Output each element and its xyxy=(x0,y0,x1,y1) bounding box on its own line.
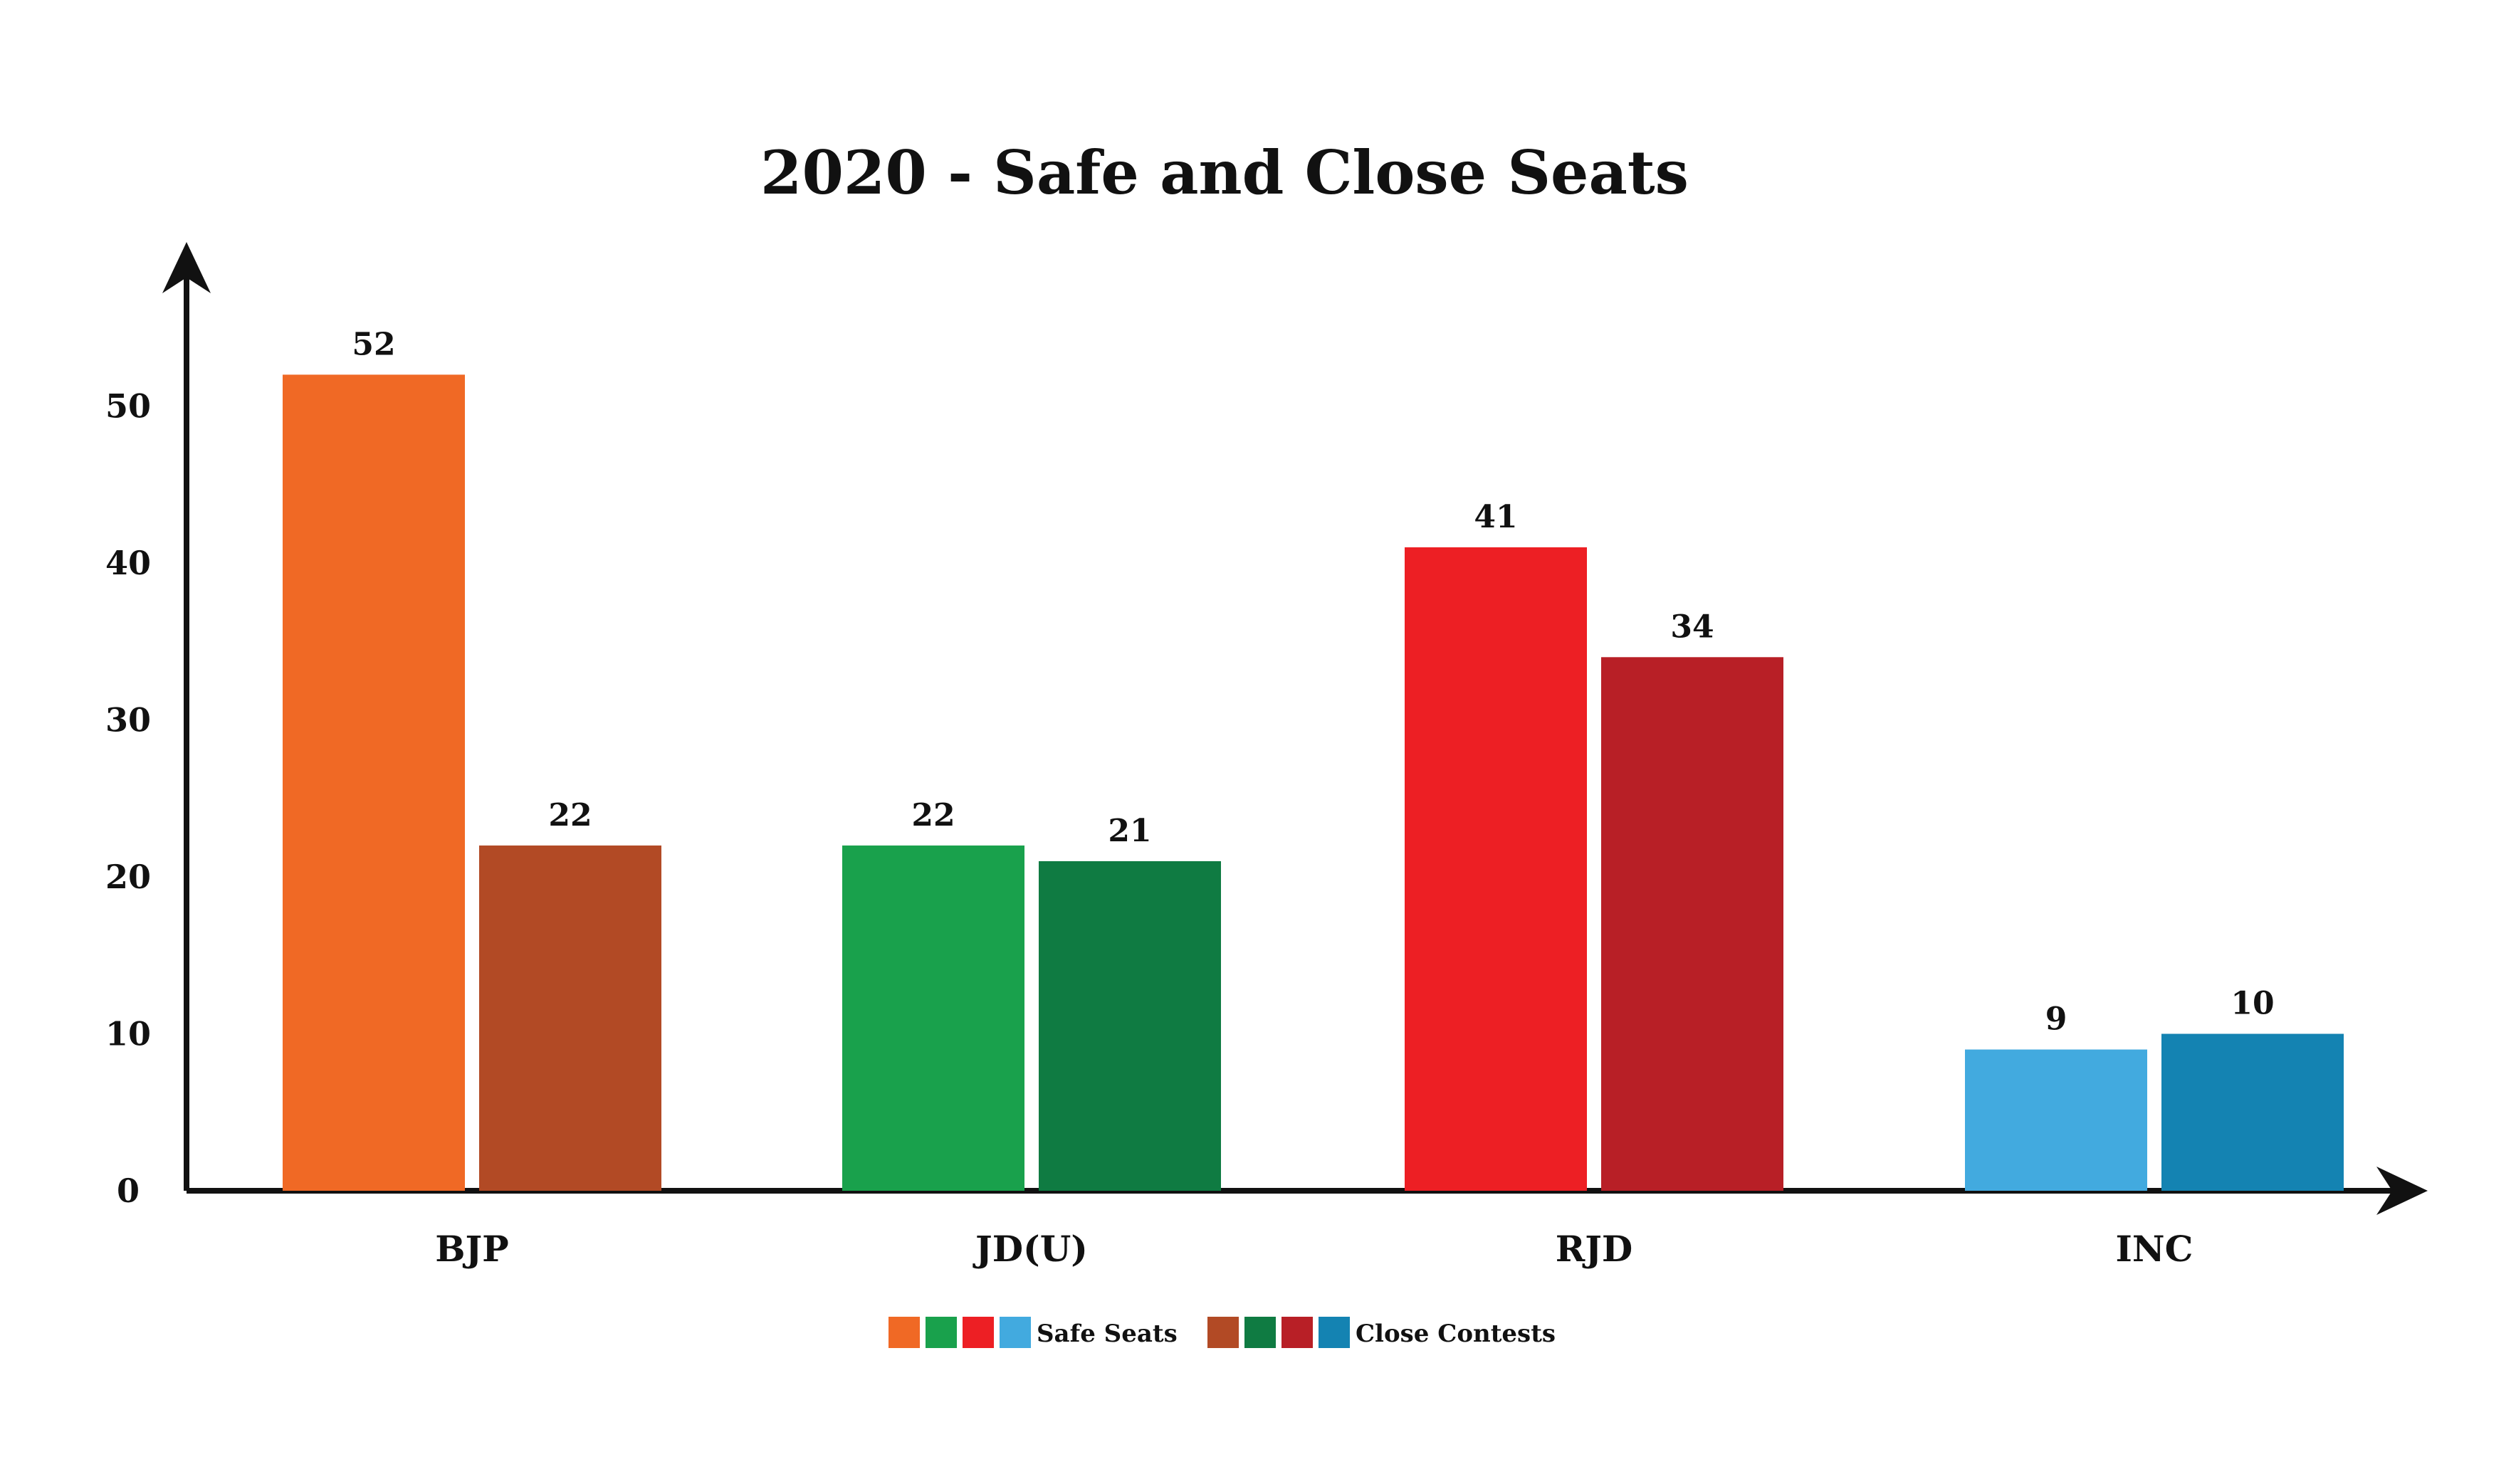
data-label: 10 xyxy=(2231,986,2274,1022)
close-contests-bar-jdu xyxy=(1039,861,1221,1191)
data-label: 34 xyxy=(1670,609,1714,645)
legend: Safe Seats Close Contests xyxy=(889,1317,1556,1348)
y-tick-label: 50 xyxy=(105,387,151,426)
category-label: RJD xyxy=(1556,1228,1633,1270)
safe-seats-bar-inc xyxy=(1965,1049,2147,1191)
legend-swatch xyxy=(1207,1317,1239,1348)
safe-seats-bar-bjp xyxy=(283,374,465,1191)
data-label: 22 xyxy=(548,797,592,833)
data-label: 22 xyxy=(911,797,955,833)
y-axis-ticks: 0 10 20 30 40 50 xyxy=(105,387,151,1211)
category-labels: BJP JD(U) RJD INC xyxy=(435,1228,2193,1270)
close-contests-bar-inc xyxy=(2161,1033,2344,1191)
x-axis-arrow xyxy=(2376,1167,2428,1215)
legend-swatch xyxy=(889,1317,920,1348)
data-labels: 52 22 41 9 22 21 34 10 xyxy=(352,326,2274,1037)
y-tick-label: 10 xyxy=(105,1015,151,1053)
legend-swatch xyxy=(1000,1317,1031,1348)
close-contests-bar-bjp xyxy=(479,845,661,1191)
y-tick-label: 20 xyxy=(105,858,151,896)
bars xyxy=(283,374,2344,1191)
legend-swatch xyxy=(1319,1317,1350,1348)
data-label: 9 xyxy=(2045,1001,2067,1038)
safe-seats-bar-jdu xyxy=(842,845,1024,1191)
category-label: BJP xyxy=(435,1228,509,1270)
legend-label: Close Contests xyxy=(1356,1320,1556,1348)
legend-swatch xyxy=(963,1317,994,1348)
y-tick-label: 40 xyxy=(105,544,151,582)
data-label: 21 xyxy=(1108,813,1151,849)
category-label: INC xyxy=(2116,1228,2193,1270)
safe-seats-bar-rjd xyxy=(1405,547,1587,1191)
legend-swatch xyxy=(926,1317,957,1348)
chart-title: 2020 - Safe and Close Seats xyxy=(760,137,1689,208)
data-label: 52 xyxy=(352,326,395,362)
y-axis-arrow xyxy=(162,242,211,293)
category-label: JD(U) xyxy=(973,1228,1088,1270)
data-label: 41 xyxy=(1474,499,1517,535)
y-tick-label: 0 xyxy=(117,1172,140,1210)
close-contests-bar-rjd xyxy=(1601,657,1783,1191)
y-tick-label: 30 xyxy=(105,701,151,740)
legend-swatch xyxy=(1281,1317,1313,1348)
legend-swatch xyxy=(1244,1317,1276,1348)
legend-label: Safe Seats xyxy=(1037,1320,1178,1348)
